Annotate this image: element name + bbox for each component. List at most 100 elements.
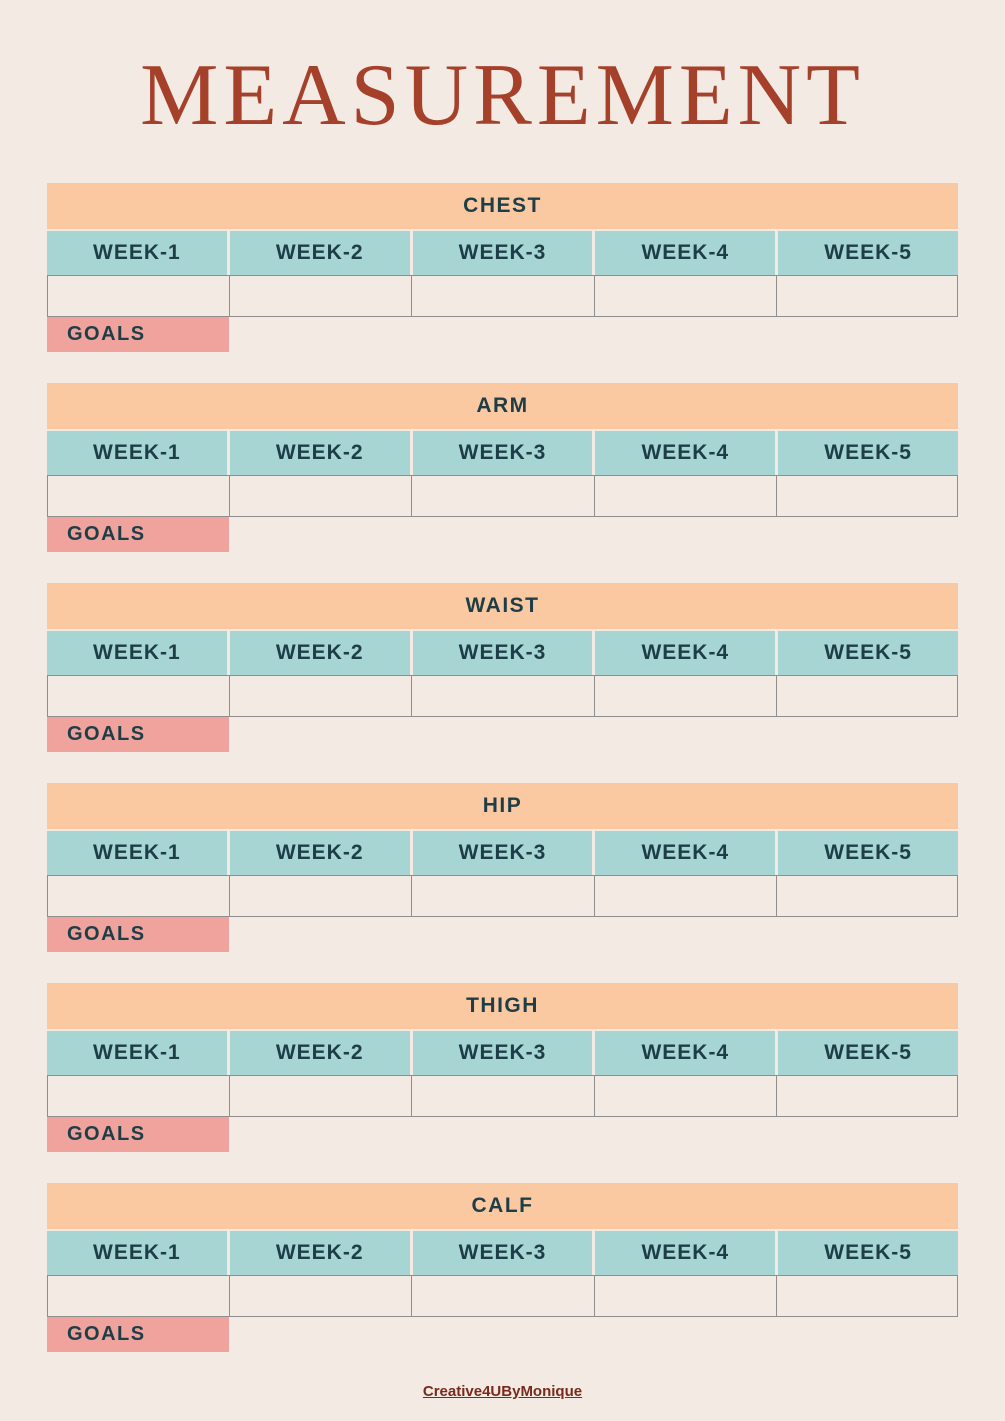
table-header-hip: HIP bbox=[47, 782, 958, 829]
goals-value-cell[interactable] bbox=[229, 317, 958, 352]
goals-row: GOALS bbox=[47, 916, 958, 952]
week-header-cell: WEEK-5 bbox=[778, 630, 958, 675]
week-header-cell: WEEK-2 bbox=[229, 830, 410, 875]
week-header-cell: WEEK-5 bbox=[778, 1030, 958, 1075]
table-title: CHEST bbox=[463, 193, 542, 217]
table-title: THIGH bbox=[466, 993, 539, 1017]
week-header-cell: WEEK-3 bbox=[412, 630, 593, 675]
measurement-value-cell[interactable] bbox=[47, 1274, 230, 1317]
value-row bbox=[47, 674, 958, 717]
measurement-table-chest: CHEST WEEK-1 WEEK-2 WEEK-3 WEEK-4 WEEK-5… bbox=[47, 182, 958, 352]
week-header-cell: WEEK-3 bbox=[412, 1230, 593, 1275]
measurement-table-calf: CALF WEEK-1 WEEK-2 WEEK-3 WEEK-4 WEEK-5 … bbox=[47, 1182, 958, 1352]
value-row bbox=[47, 1074, 958, 1117]
week-header-cell: WEEK-2 bbox=[229, 230, 410, 275]
table-header-chest: CHEST bbox=[47, 182, 958, 229]
goals-label-cell: GOALS bbox=[47, 316, 230, 352]
measurement-value-cell[interactable] bbox=[47, 1074, 230, 1117]
week-header-cell: WEEK-5 bbox=[778, 1230, 958, 1275]
week-header-cell: WEEK-2 bbox=[229, 430, 410, 475]
week-header-row: WEEK-1 WEEK-2 WEEK-3 WEEK-4 WEEK-5 bbox=[47, 830, 958, 875]
goals-value-cell[interactable] bbox=[229, 717, 958, 752]
table-header-thigh: THIGH bbox=[47, 982, 958, 1029]
goals-label-cell: GOALS bbox=[47, 516, 230, 552]
goals-row: GOALS bbox=[47, 1116, 958, 1152]
measurement-value-cell[interactable] bbox=[411, 674, 594, 717]
week-header-cell: WEEK-5 bbox=[778, 830, 958, 875]
measurement-value-cell[interactable] bbox=[411, 474, 594, 517]
measurement-value-cell[interactable] bbox=[411, 274, 594, 317]
week-header-cell: WEEK-5 bbox=[778, 230, 958, 275]
goals-value-cell[interactable] bbox=[229, 1317, 958, 1352]
goals-row: GOALS bbox=[47, 316, 958, 352]
goals-label-cell: GOALS bbox=[47, 1316, 230, 1352]
measurement-table-arm: ARM WEEK-1 WEEK-2 WEEK-3 WEEK-4 WEEK-5 G… bbox=[47, 382, 958, 552]
measurement-value-cell[interactable] bbox=[593, 1274, 776, 1317]
measurement-value-cell[interactable] bbox=[229, 474, 412, 517]
week-header-cell: WEEK-5 bbox=[778, 430, 958, 475]
week-header-cell: WEEK-3 bbox=[412, 1030, 593, 1075]
measurement-value-cell[interactable] bbox=[47, 674, 230, 717]
week-header-cell: WEEK-1 bbox=[47, 230, 227, 275]
credit-link[interactable]: Creative4UByMonique bbox=[422, 1382, 583, 1400]
measurement-value-cell[interactable] bbox=[775, 674, 958, 717]
measurement-value-cell[interactable] bbox=[593, 874, 776, 917]
table-title: WAIST bbox=[465, 593, 540, 617]
week-header-row: WEEK-1 WEEK-2 WEEK-3 WEEK-4 WEEK-5 bbox=[47, 1230, 958, 1275]
measurement-value-cell[interactable] bbox=[775, 474, 958, 517]
week-header-cell: WEEK-4 bbox=[595, 830, 776, 875]
goals-value-cell[interactable] bbox=[229, 1117, 958, 1152]
value-row bbox=[47, 874, 958, 917]
measurement-value-cell[interactable] bbox=[47, 874, 230, 917]
measurement-value-cell[interactable] bbox=[593, 274, 776, 317]
week-header-cell: WEEK-4 bbox=[595, 1230, 776, 1275]
page-footer: Creative4UByMonique bbox=[0, 1383, 1005, 1401]
value-row bbox=[47, 1274, 958, 1317]
measurement-value-cell[interactable] bbox=[775, 1274, 958, 1317]
measurement-table-hip: HIP WEEK-1 WEEK-2 WEEK-3 WEEK-4 WEEK-5 G… bbox=[47, 782, 958, 952]
measurement-value-cell[interactable] bbox=[229, 274, 412, 317]
measurement-value-cell[interactable] bbox=[411, 1074, 594, 1117]
week-header-cell: WEEK-2 bbox=[229, 630, 410, 675]
table-header-waist: WAIST bbox=[47, 582, 958, 629]
measurement-value-cell[interactable] bbox=[229, 874, 412, 917]
measurement-value-cell[interactable] bbox=[47, 274, 230, 317]
measurement-value-cell[interactable] bbox=[411, 874, 594, 917]
measurement-value-cell[interactable] bbox=[411, 1274, 594, 1317]
table-header-calf: CALF bbox=[47, 1182, 958, 1229]
week-header-cell: WEEK-1 bbox=[47, 630, 227, 675]
measurement-value-cell[interactable] bbox=[229, 1074, 412, 1117]
week-header-cell: WEEK-4 bbox=[595, 1030, 776, 1075]
week-header-row: WEEK-1 WEEK-2 WEEK-3 WEEK-4 WEEK-5 bbox=[47, 230, 958, 275]
goals-label-cell: GOALS bbox=[47, 1116, 230, 1152]
week-header-cell: WEEK-1 bbox=[47, 1230, 227, 1275]
week-header-cell: WEEK-2 bbox=[229, 1030, 410, 1075]
goals-label-cell: GOALS bbox=[47, 916, 230, 952]
measurement-value-cell[interactable] bbox=[775, 874, 958, 917]
week-header-cell: WEEK-4 bbox=[595, 430, 776, 475]
week-header-cell: WEEK-2 bbox=[229, 1230, 410, 1275]
week-header-cell: WEEK-4 bbox=[595, 630, 776, 675]
measurement-value-cell[interactable] bbox=[593, 1074, 776, 1117]
table-title: ARM bbox=[476, 393, 529, 417]
goals-value-cell[interactable] bbox=[229, 917, 958, 952]
measurement-value-cell[interactable] bbox=[775, 1074, 958, 1117]
week-header-cell: WEEK-4 bbox=[595, 230, 776, 275]
week-header-cell: WEEK-1 bbox=[47, 830, 227, 875]
measurement-value-cell[interactable] bbox=[775, 274, 958, 317]
value-row bbox=[47, 274, 958, 317]
week-header-cell: WEEK-3 bbox=[412, 830, 593, 875]
goals-row: GOALS bbox=[47, 716, 958, 752]
goals-row: GOALS bbox=[47, 1316, 958, 1352]
page-title: MEASUREMENT bbox=[140, 47, 865, 144]
table-header-arm: ARM bbox=[47, 382, 958, 429]
week-header-row: WEEK-1 WEEK-2 WEEK-3 WEEK-4 WEEK-5 bbox=[47, 1030, 958, 1075]
measurement-value-cell[interactable] bbox=[47, 474, 230, 517]
goals-value-cell[interactable] bbox=[229, 517, 958, 552]
measurement-value-cell[interactable] bbox=[593, 474, 776, 517]
measurement-table-waist: WAIST WEEK-1 WEEK-2 WEEK-3 WEEK-4 WEEK-5… bbox=[47, 582, 958, 752]
measurement-value-cell[interactable] bbox=[229, 1274, 412, 1317]
measurement-value-cell[interactable] bbox=[229, 674, 412, 717]
measurement-value-cell[interactable] bbox=[593, 674, 776, 717]
table-title: HIP bbox=[482, 793, 523, 817]
